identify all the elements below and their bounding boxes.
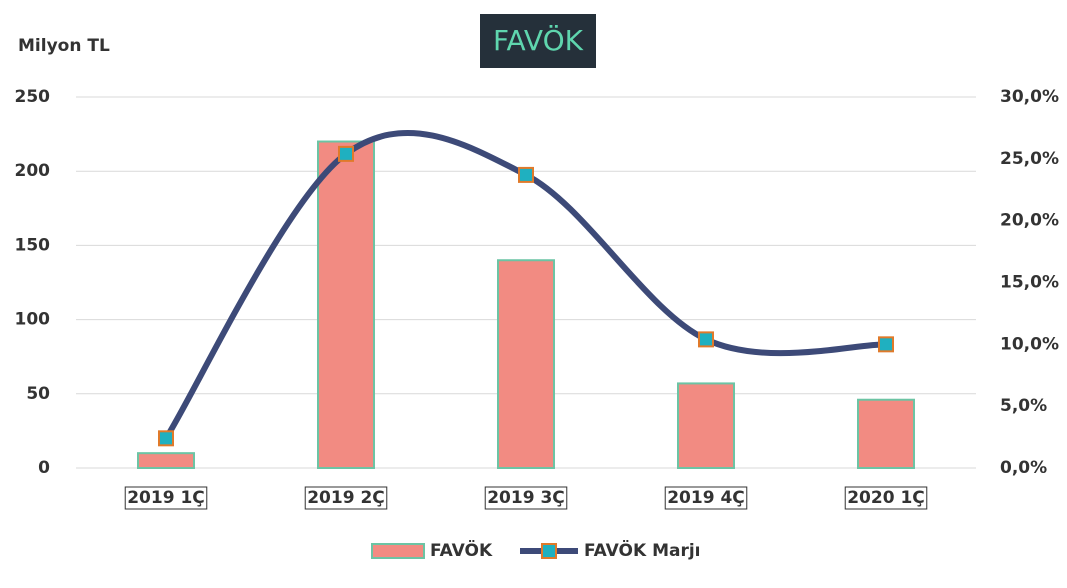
y2-tick-label: 25,0% [1000,149,1059,169]
x-tick-label: 2019 4Ç [667,488,745,508]
bar [857,398,915,469]
x-tick-label: 2020 1Ç [847,488,925,508]
y-tick-label: 200 [15,161,51,181]
line [163,129,887,440]
x-tick-label: 2019 2Ç [307,488,385,508]
title-box [480,14,596,68]
y-tick-label: 0 [38,458,50,478]
x-tick-label: 2019 3Ç [487,488,565,508]
marker [698,331,714,348]
bar [137,452,195,470]
y2-tick-label: 15,0% [1000,273,1059,293]
y-tick-label: 150 [15,235,51,255]
x-tick-box [844,486,928,510]
y-tick-label: 250 [15,87,51,107]
marker [158,430,174,447]
x-tick-box [484,486,568,510]
legend-swatch [371,543,425,559]
legend-label: FAVÖK [430,539,493,561]
y2-tick-label: 20,0% [1000,211,1059,231]
y-tick-label: 100 [15,310,51,330]
bar [497,259,555,469]
y2-tick-label: 5,0% [1000,396,1047,416]
chart-title: FAVÖK [493,23,584,57]
x-tick-label: 2019 1Ç [127,488,205,508]
y-axis-label: Milyon TL [18,36,110,56]
x-tick-box [124,486,208,510]
marker [518,166,534,183]
bar [317,140,375,470]
y2-tick-label: 30,0% [1000,87,1059,107]
y-tick-label: 50 [26,384,50,404]
y2-tick-label: 0,0% [1000,458,1047,478]
marker [878,336,894,353]
marker [338,145,354,162]
bar [677,382,735,469]
x-tick-box [664,486,748,510]
legend-label: FAVÖK Marjı [584,539,701,561]
legend-swatch [541,543,557,559]
y2-tick-label: 10,0% [1000,334,1059,354]
x-tick-box [304,486,388,510]
